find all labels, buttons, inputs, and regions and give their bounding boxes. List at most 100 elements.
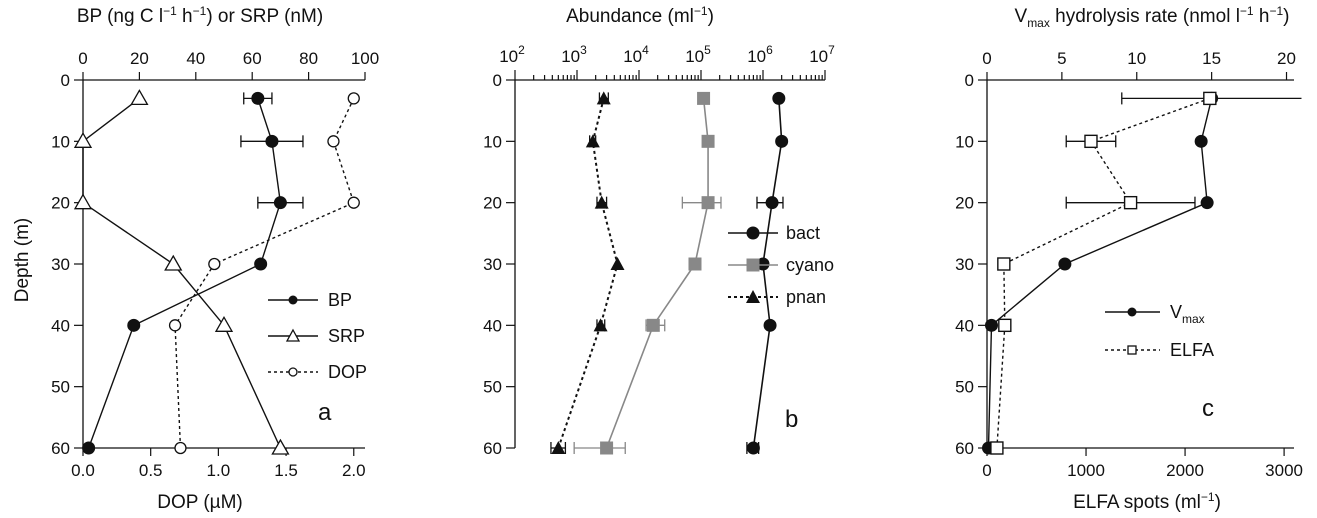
panel-b-y-tick-label: 10	[483, 132, 502, 151]
panel-a-axes: 0 10 20 30 40 50 60 0 20 40 60 80 100 0.0 0.5 1.0 1.5 2.0	[51, 49, 379, 480]
series-bp-point	[254, 257, 268, 271]
panel-c-y-tick-label: 60	[955, 439, 974, 458]
panel-a-top-tick-label: 60	[243, 49, 262, 68]
series-dop-point	[168, 319, 182, 332]
panel-a-y-tick-label: 50	[51, 378, 70, 397]
series-bp-point	[127, 318, 141, 332]
series-bp-point	[265, 134, 279, 148]
legend-srp-marker	[285, 328, 301, 342]
legend-bp-label: BP	[328, 290, 352, 310]
series-dop-line	[174, 98, 355, 449]
series-pnan-line	[557, 98, 619, 449]
panel-b-top-axis-title: Abundance (ml−1)	[566, 4, 714, 27]
series-srp-point	[214, 316, 234, 332]
series-pnan-point	[551, 441, 566, 454]
legend-vmax-label: Vmax	[1170, 302, 1205, 326]
series-dop-point	[174, 441, 187, 455]
panel-c-data	[981, 91, 1302, 455]
panel-c-top-axis-title: Vmax hydrolysis rate (nmol l−1 h−1)	[1015, 4, 1290, 30]
panel-a-bottom-axis-title: DOP (µM)	[157, 492, 243, 513]
series-srp-line	[82, 97, 282, 449]
series-bact-point	[763, 318, 777, 332]
panel-b-tick-label: 106	[747, 43, 773, 66]
series-srp-point	[73, 132, 93, 148]
series-bact-line	[752, 98, 783, 449]
series-bact-point	[772, 91, 786, 105]
panel-c-y-tick-label: 0	[965, 71, 974, 90]
panel-a-letter: a	[318, 399, 332, 426]
series-cyano-line	[605, 98, 709, 449]
panel-c-y-tick-label: 30	[955, 255, 974, 274]
panel-a-top-axis-title: BP (ng C l−1 h−1) or SRP (nM)	[77, 4, 323, 27]
panel-c-top-tick-label: 15	[1202, 49, 1221, 68]
panel-a-top-tick-label: 20	[130, 49, 149, 68]
series-vmax-point	[1058, 257, 1072, 271]
series-srp-point	[130, 89, 149, 106]
panel-c-y-tick-label: 20	[955, 194, 974, 213]
series-srp-point	[164, 254, 183, 271]
series-bact-point	[756, 257, 770, 271]
panel-a-bottom-tick-label: 0.5	[139, 461, 163, 480]
panel-b-tick-label: 103	[561, 43, 587, 66]
series-cyano-point	[701, 196, 715, 210]
series-cyano-point	[697, 91, 711, 105]
panel-c-axes: 0 10 20 30 40 50 60 0 5 10 15 20 0 1000 2000 3000	[955, 49, 1303, 480]
series-elfa-point	[1084, 134, 1098, 149]
panel-c-top-tick-label: 20	[1277, 49, 1296, 68]
panel-c-top-tick-label: 5	[1057, 49, 1066, 68]
legend-bact-label: bact	[786, 223, 820, 243]
series-bp-point	[251, 91, 265, 105]
panel-b-tick-label: 104	[623, 43, 649, 66]
panel-a-bottom-tick-label: 0.0	[71, 461, 95, 480]
series-cyano-point	[701, 134, 715, 148]
panel-a-y-tick-label: 10	[51, 132, 70, 151]
series-dop-point	[327, 135, 340, 148]
legend-dop-label: DOP	[328, 362, 367, 382]
series-dop-point	[347, 92, 360, 105]
series-bact-point	[765, 196, 779, 210]
series-dop-point	[347, 196, 360, 209]
series-vmax-line	[987, 98, 1213, 449]
panel-b-data	[550, 91, 789, 455]
series-bp-point	[273, 196, 287, 210]
panel-a-y-tick-label: 40	[51, 316, 70, 335]
series-pnan-point	[593, 318, 608, 332]
series-vmax-point	[984, 318, 998, 332]
series-cyano-point	[646, 318, 660, 332]
panel-b-y-tick-label: 20	[483, 194, 502, 213]
series-pnan-point	[585, 134, 600, 148]
panel-a-y-tick-label: 30	[51, 255, 70, 274]
panel-b-axes: 0 10 20 30 40 50 60 102 103 104 105 106 107	[483, 43, 835, 458]
panel-a-y-tick-label: 0	[61, 71, 70, 90]
panel-a-top-tick-label: 0	[78, 49, 87, 68]
series-bact-point	[775, 134, 789, 148]
series-elfa-point	[990, 441, 1004, 455]
series-srp-point	[271, 438, 290, 455]
panel-c-y-tick-label: 40	[955, 316, 974, 335]
panel-a: BP (ng C l−1 h−1) or SRP (nM) DOP (µM) D…	[12, 4, 379, 513]
series-pnan-point	[594, 195, 609, 209]
panel-c: Vmax hydrolysis rate (nmol l−1 h−1) ELFA…	[955, 4, 1303, 513]
series-pnan-point	[596, 91, 611, 105]
series-elfa-line	[996, 97, 1211, 449]
panel-c-bottom-tick-label: 0	[982, 461, 991, 480]
panel-a-legend: BP SRP DOP	[268, 290, 367, 382]
panel-a-y-axis-title: Depth (m)	[12, 218, 33, 302]
series-dop-point	[208, 257, 221, 271]
panel-c-top-tick-label: 10	[1127, 49, 1146, 68]
panel-a-top-tick-label: 100	[351, 49, 379, 68]
panel-a-top-tick-label: 80	[299, 49, 318, 68]
panel-b-y-tick-label: 0	[493, 71, 502, 90]
series-elfa-point	[1123, 195, 1138, 210]
series-elfa-point	[998, 318, 1012, 333]
panel-b-letter: b	[785, 406, 798, 433]
series-bact-point	[746, 441, 760, 455]
panel-a-bottom-tick-label: 1.5	[274, 461, 298, 480]
panel-c-bottom-tick-label: 3000	[1265, 461, 1303, 480]
panel-c-bottom-tick-label: 1000	[1067, 461, 1105, 480]
legend-pnan-label: pnan	[786, 287, 826, 307]
panel-c-letter: c	[1202, 395, 1214, 422]
series-elfa-point	[1203, 91, 1217, 106]
legend-bp-marker	[288, 295, 298, 305]
